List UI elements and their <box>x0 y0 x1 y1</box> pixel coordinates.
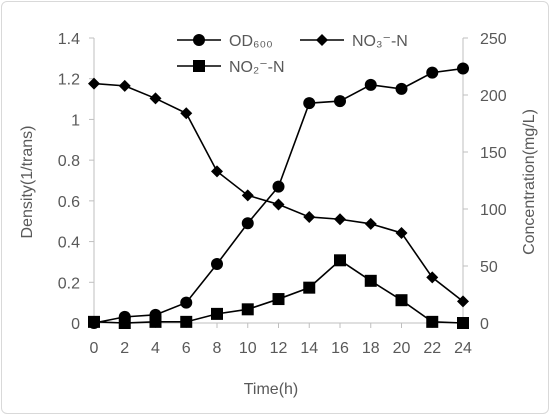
x-tick-label: 0 <box>90 340 99 357</box>
legend-label: NO₂⁻-N <box>229 59 285 76</box>
x-axis-title: Time(h) <box>244 381 299 398</box>
data-point-square <box>457 317 469 329</box>
right-tick-label: 100 <box>480 202 507 219</box>
data-point-circle <box>364 78 377 91</box>
x-tick-label: 4 <box>151 340 160 357</box>
data-point-square <box>272 293 285 306</box>
data-point-square <box>303 281 316 294</box>
data-point-diamond <box>88 77 100 90</box>
series-markers-group <box>88 62 469 329</box>
x-tick-label: 22 <box>423 340 441 357</box>
data-point-square <box>334 254 346 267</box>
legend: OD₆₀₀ NO₃⁻-N NO₂⁻-N <box>177 33 408 76</box>
data-point-diamond <box>395 226 408 239</box>
x-tick-label: 12 <box>270 340 288 357</box>
series-line-square <box>93 259 464 324</box>
x-tick-label: 24 <box>454 340 472 357</box>
x-tick-label: 6 <box>182 340 191 357</box>
data-point-diamond <box>364 217 377 230</box>
x-tick-label: 14 <box>300 340 318 357</box>
legend-label: NO₃⁻-N <box>352 33 408 50</box>
left-tick-label: 0.6 <box>58 194 80 211</box>
right-tick-label: 0 <box>480 316 489 333</box>
data-point-circle <box>272 180 285 193</box>
data-point-diamond <box>211 165 223 178</box>
data-point-square <box>364 274 377 287</box>
x-tick-label: 10 <box>239 340 257 357</box>
left-tick-label: 0.8 <box>58 153 80 170</box>
left-tick-label: 1.2 <box>58 72 80 89</box>
right-tick-label: 200 <box>480 88 507 105</box>
data-point-circle <box>395 82 408 95</box>
data-point-square <box>118 317 131 329</box>
legend-label: OD₆₀₀ <box>229 33 273 50</box>
right-tick-label: 250 <box>480 31 507 48</box>
legend-item: NO₃⁻-N <box>300 33 408 50</box>
left-axis-title: Density(1/trans) <box>19 126 36 239</box>
x-tick-label: 18 <box>362 340 380 357</box>
right-tick-label: 50 <box>480 259 498 276</box>
legend-item: NO₂⁻-N <box>177 59 285 76</box>
data-point-diamond <box>272 198 285 211</box>
left-tick-label: 0 <box>71 316 80 333</box>
data-point-square <box>211 307 223 320</box>
x-tick-label: 8 <box>213 340 222 357</box>
data-point-diamond <box>457 295 469 308</box>
data-point-square <box>395 294 408 307</box>
series-line-circle <box>93 67 464 324</box>
data-point-diamond <box>118 79 131 92</box>
right-axis-title: Concentration(mg/L) <box>521 109 538 255</box>
left-tick-label: 1.4 <box>58 31 80 48</box>
data-point-circle <box>457 62 469 75</box>
data-point-circle <box>426 66 439 79</box>
data-point-square <box>241 303 254 316</box>
data-point-diamond <box>241 189 254 202</box>
x-tick-label: 16 <box>331 340 349 357</box>
x-tick-label: 20 <box>393 340 411 357</box>
legend-item: OD₆₀₀ <box>177 33 273 50</box>
left-tick-label: 0.4 <box>58 235 80 252</box>
data-point-diamond <box>426 271 439 284</box>
data-point-circle <box>241 217 254 230</box>
data-point-diamond <box>180 107 193 120</box>
data-point-square <box>426 315 439 328</box>
data-point-circle <box>303 97 316 110</box>
legend-marker-square <box>193 60 205 72</box>
data-point-square <box>88 315 100 328</box>
data-point-diamond <box>149 92 162 105</box>
legend-marker-diamond <box>316 34 328 46</box>
left-tick-label: 1 <box>71 112 80 129</box>
data-point-diamond <box>334 213 346 226</box>
data-point-diamond <box>303 210 316 223</box>
right-tick-label: 150 <box>480 145 507 162</box>
data-point-square <box>180 315 193 328</box>
series-lines-group <box>93 67 464 324</box>
data-point-circle <box>211 257 223 270</box>
data-point-square <box>149 315 162 328</box>
data-point-circle <box>180 296 193 309</box>
legend-marker-circle <box>193 34 205 46</box>
left-tick-label: 0.2 <box>58 275 80 292</box>
x-tick-label: 2 <box>120 340 129 357</box>
data-point-circle <box>334 95 346 108</box>
